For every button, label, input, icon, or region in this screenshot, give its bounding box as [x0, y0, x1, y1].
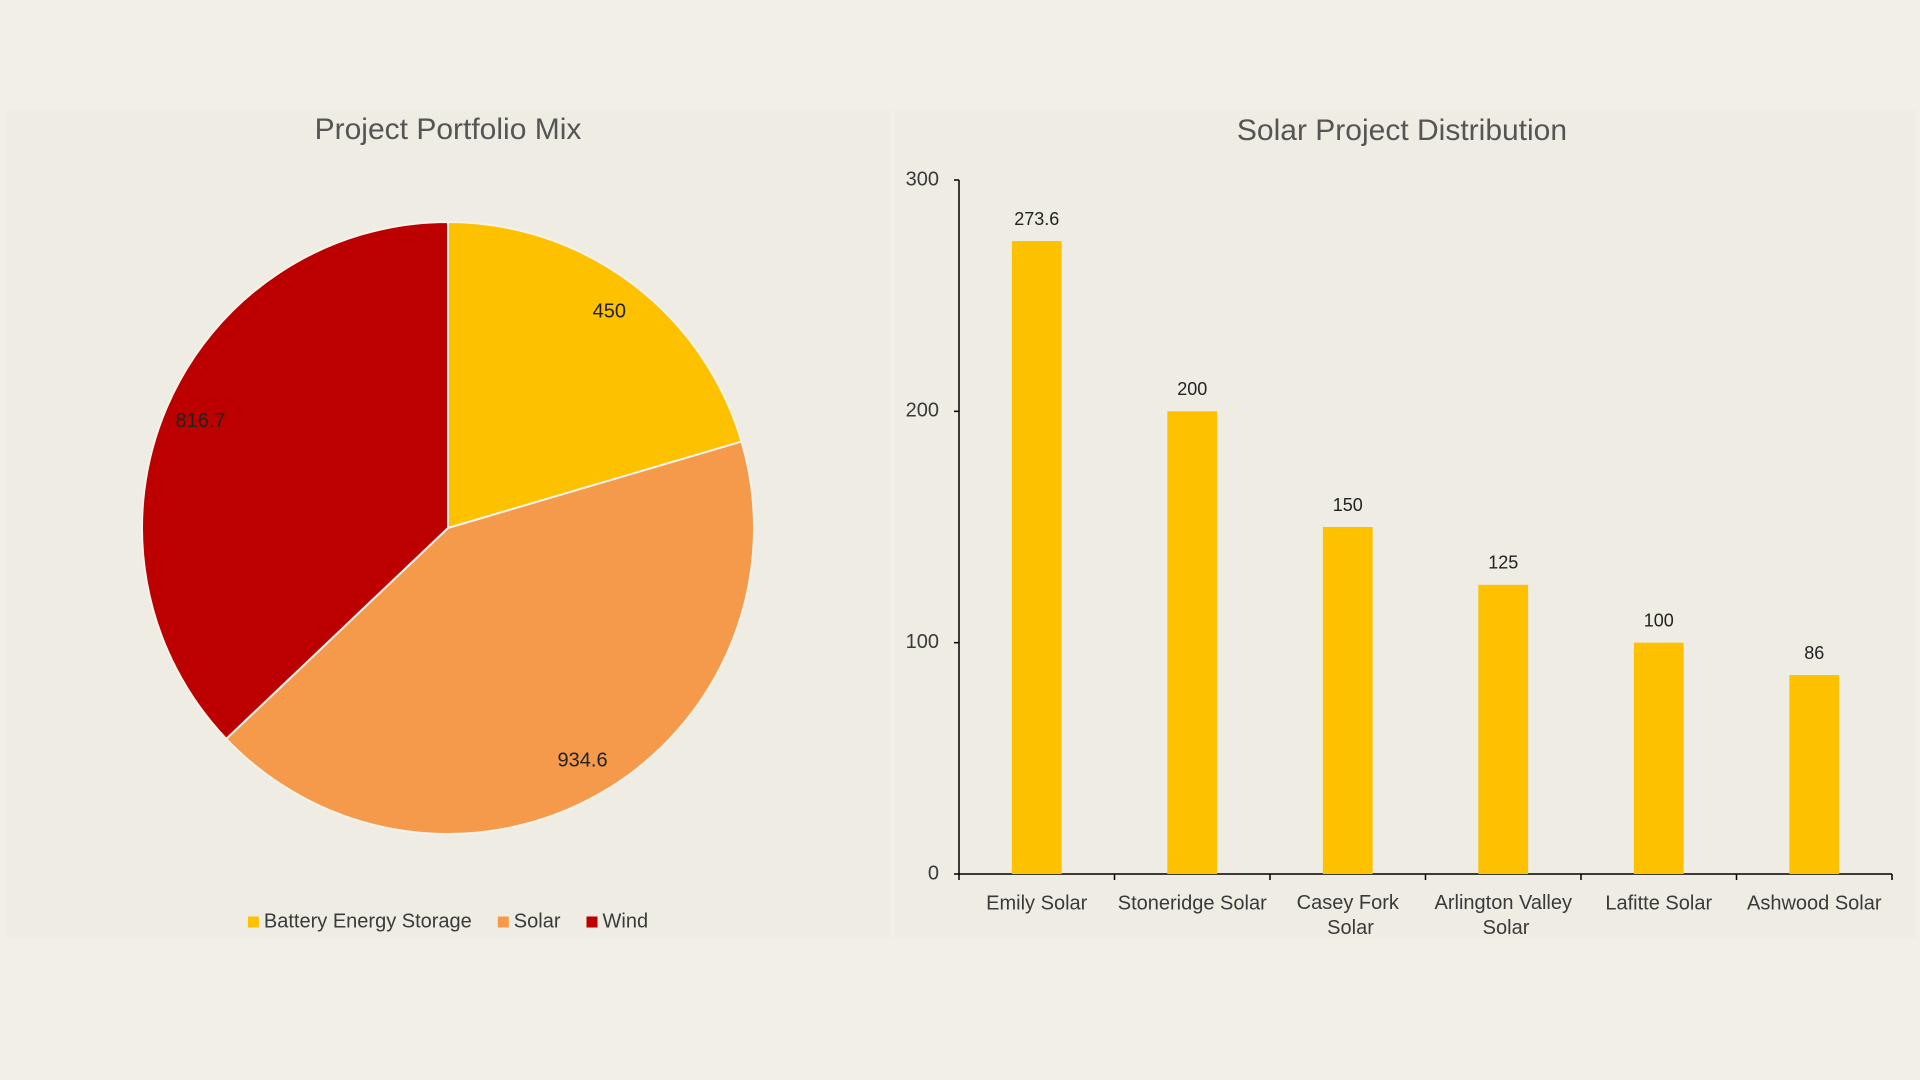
y-tick-label: 300: [906, 168, 939, 190]
panel: [895, 110, 1916, 938]
legend-swatch: [247, 916, 259, 928]
x-tick-label: Arlington Valley Solar: [1435, 892, 1572, 939]
x-tick-label: Stoneridge Solar: [1118, 892, 1267, 914]
data-label: 450: [593, 301, 626, 323]
y-tick-label: 100: [906, 631, 939, 653]
legend-label: Solar: [514, 910, 561, 932]
chart-title: Project Portfolio Mix: [315, 113, 582, 146]
data-label: 200: [1177, 379, 1207, 399]
x-tick-label: Lafitte Solar: [1605, 892, 1712, 914]
x-tick-label: Emily Solar: [986, 892, 1087, 914]
pie-slice: [141, 220, 449, 741]
data-label: 273.6: [1014, 209, 1059, 229]
legend-label: Wind: [603, 910, 649, 932]
data-label: 100: [1644, 610, 1674, 630]
data-label: 150: [1333, 495, 1363, 515]
y-tick-label: 200: [906, 400, 939, 422]
legend-label: Battery Energy Storage: [264, 910, 472, 932]
bar: [1478, 584, 1529, 874]
x-tick-label: Ashwood Solar: [1747, 892, 1882, 914]
bar: [1167, 411, 1218, 874]
data-label: 125: [1488, 553, 1518, 573]
x-tick-label: Casey Fork Solar: [1297, 892, 1400, 939]
data-label: 816.7: [175, 410, 225, 432]
bar: [1011, 241, 1062, 874]
data-label: 86: [1804, 643, 1824, 663]
pie-slice: [224, 440, 755, 835]
y-tick-label: 0: [928, 862, 939, 884]
legend-swatch: [586, 916, 598, 928]
legend-swatch: [497, 916, 509, 928]
chart-title: Solar Project Distribution: [1237, 114, 1567, 147]
bar: [1789, 675, 1840, 874]
bar: [1633, 642, 1684, 874]
bar: [1322, 527, 1373, 874]
data-label: 934.6: [558, 750, 608, 772]
pie-slice: [447, 220, 743, 530]
